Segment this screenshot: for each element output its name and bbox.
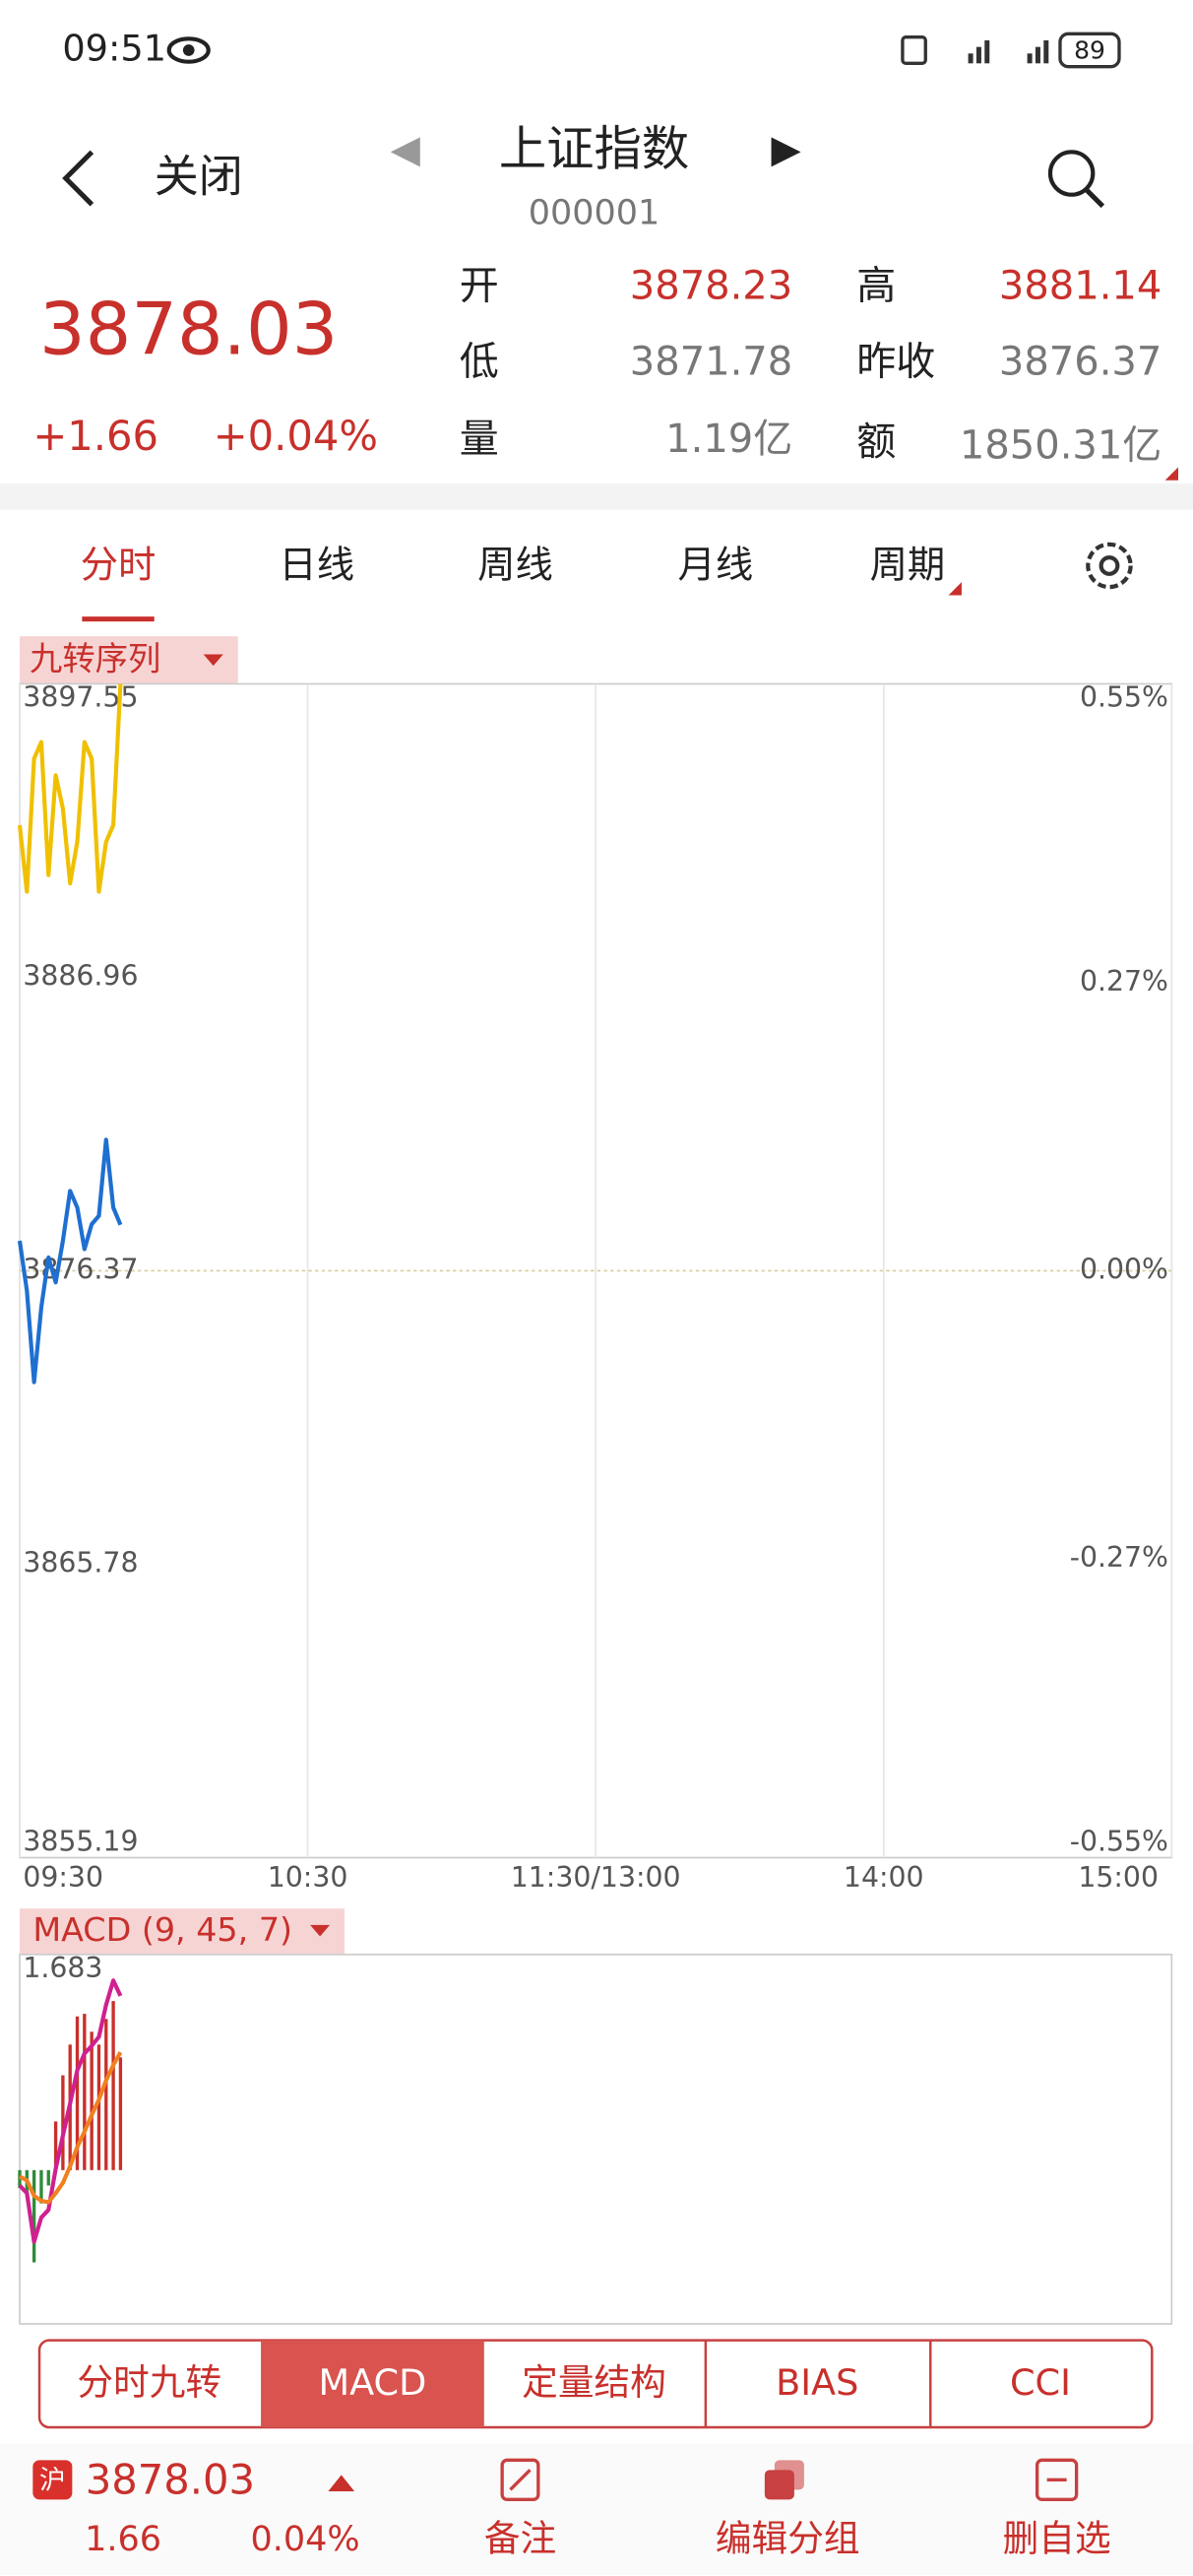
eye-icon: [166, 36, 211, 64]
series-line: [19, 2051, 123, 2205]
market-badge: 沪: [39, 2466, 66, 2496]
series-line: [17, 683, 123, 894]
field-label: 昨收: [856, 339, 935, 384]
change-pct: +0.04%: [214, 412, 378, 460]
close-button[interactable]: 关闭: [155, 151, 243, 203]
action[interactable]: 删自选: [1003, 2518, 1111, 2560]
y-tick-label: 3886.96: [23, 959, 138, 992]
field-value: 3876.37: [999, 339, 1162, 384]
tab[interactable]: 月线: [678, 544, 754, 588]
battery-icon: [1058, 32, 1121, 69]
field-label: 低: [460, 339, 499, 384]
field-value: 3871.78: [630, 339, 792, 384]
change: +1.66: [32, 412, 158, 460]
x-tick-label: 14:00: [844, 1861, 924, 1894]
action[interactable]: 编辑分组: [716, 2518, 860, 2560]
y-tick-label: 1.683: [23, 1952, 102, 1984]
indicator-tab[interactable]: BIAS: [776, 2361, 858, 2404]
y2-tick-label: 0.00%: [1080, 1253, 1168, 1285]
tab[interactable]: 周线: [477, 544, 553, 588]
market-badge-bg: [32, 2460, 73, 2500]
footer-price: 3878.03: [86, 2456, 255, 2504]
field-value: 1.19亿: [665, 417, 792, 462]
indicator-tab[interactable]: CCI: [1010, 2361, 1071, 2404]
macd-bar: [46, 2169, 50, 2186]
y-tick-label: 3876.37: [23, 1253, 138, 1285]
y2-tick-label: -0.55%: [1070, 1825, 1168, 1857]
macd-bar: [18, 2169, 22, 2189]
action[interactable]: 备注: [484, 2518, 556, 2560]
indicator-tab[interactable]: 分时九转: [77, 2361, 221, 2404]
field-label: 开: [460, 264, 499, 309]
macd-bar: [75, 2016, 80, 2170]
field-label: 高: [856, 264, 896, 309]
divider: [0, 483, 1193, 510]
tab-underline: [82, 616, 155, 622]
chart-layer: 09:30 10:30 11:30/13:00 14:00 15:003897.5538…: [17, 681, 1173, 2263]
macd-bar: [96, 2044, 101, 2170]
footer-bg: [0, 2443, 1193, 2576]
battery-level: 89: [1074, 36, 1105, 65]
field-value: 3881.14: [999, 264, 1162, 309]
field-value: 3878.23: [630, 264, 792, 309]
back-arrow[interactable]: [62, 150, 94, 207]
status-time: 09:51: [62, 27, 166, 69]
x-tick-label: 15:00: [1078, 1861, 1159, 1894]
indicator-label[interactable]: 九转序列: [30, 640, 160, 678]
indicator-tab-active-bg: [261, 2340, 484, 2427]
signal-icons: [901, 34, 1049, 65]
footer-change: 1.66: [85, 2520, 161, 2559]
x-tick-label: 11:30/13:00: [511, 1861, 681, 1894]
field-label: 量: [460, 417, 499, 462]
macd-chart-frame: [19, 1954, 1173, 2325]
x-tick-label: 10:30: [268, 1861, 348, 1894]
next-arrow[interactable]: [771, 137, 801, 167]
price: 3878.03: [39, 288, 338, 371]
y2-tick-label: -0.27%: [1070, 1541, 1168, 1574]
macd-bar: [111, 2001, 115, 2170]
macd-bar: [104, 2019, 108, 2170]
footer-change-pct: 0.04%: [250, 2520, 359, 2559]
tab[interactable]: 日线: [279, 544, 354, 588]
macd-bar: [53, 2121, 58, 2170]
macd-bar: [61, 2075, 65, 2170]
field-label: 额: [856, 419, 896, 465]
indicator-tab-active[interactable]: MACD: [318, 2361, 426, 2404]
indicator-tab[interactable]: 定量结构: [522, 2361, 666, 2404]
series-line: [18, 1978, 123, 2244]
series-line: [17, 1137, 123, 1385]
indicator-label-bg[interactable]: [20, 636, 238, 684]
prev-arrow[interactable]: [390, 137, 420, 167]
stock-code: 000001: [529, 194, 660, 233]
up-arrow: [328, 2475, 355, 2492]
macd-bar: [31, 2169, 36, 2263]
dropdown-arrow: [310, 1924, 331, 1937]
tab-active[interactable]: 分时: [81, 544, 157, 588]
y2-tick-label: 0.55%: [1080, 681, 1168, 714]
y2-tick-label: 0.27%: [1080, 965, 1168, 998]
note-icon[interactable]: [500, 2458, 540, 2502]
macd-bar: [90, 2031, 94, 2170]
macd-bar: [83, 2014, 87, 2170]
y-tick-label: 3855.19: [23, 1825, 138, 1857]
group-icon[interactable]: [764, 2460, 804, 2500]
period-mark: [948, 582, 962, 596]
search-icon[interactable]: [1047, 150, 1105, 209]
indicator-label[interactable]: MACD (9, 45, 7): [32, 1910, 292, 1949]
title: 上证指数: [499, 121, 689, 176]
macd-bar: [39, 2169, 43, 2204]
y-tick-label: 3865.78: [23, 1546, 138, 1578]
tab-dividers: [704, 2340, 932, 2427]
field-value: 1850.31亿: [960, 422, 1162, 468]
dropdown-arrow: [203, 654, 223, 667]
remove-icon[interactable]: [1035, 2458, 1079, 2502]
indicator-label-bg[interactable]: [20, 1908, 345, 1955]
macd-bar: [118, 2057, 123, 2170]
tab[interactable]: 周期: [870, 544, 946, 588]
x-tick-label: 09:30: [23, 1861, 103, 1894]
settings-icon[interactable]: [1086, 542, 1133, 590]
